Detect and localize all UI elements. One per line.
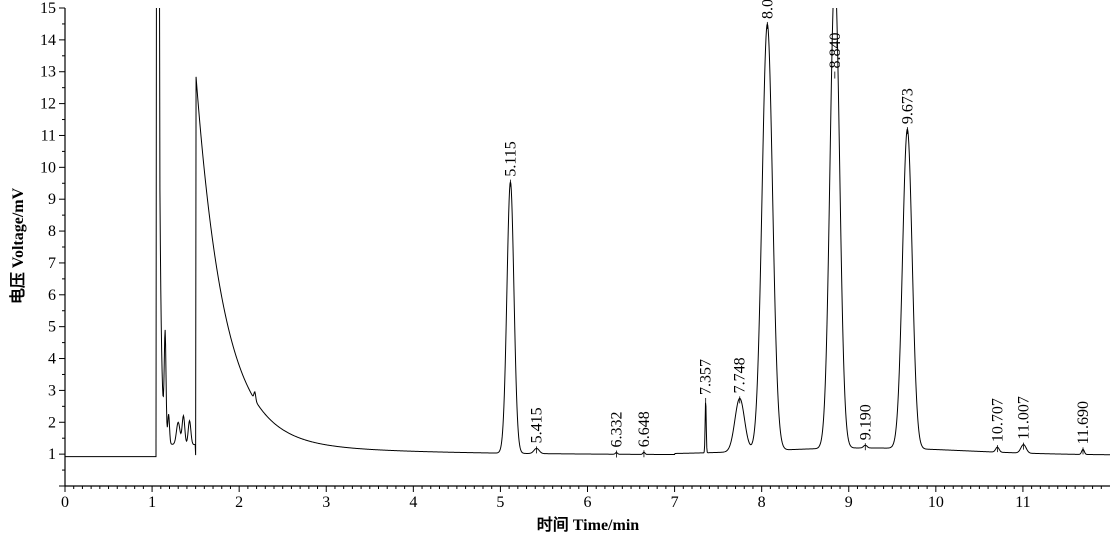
peak-label: 7.748 [732, 357, 749, 393]
peak-label: 7.357 [698, 359, 715, 395]
y-tick-label: 10 [40, 159, 56, 176]
y-tick-label: 2 [48, 414, 56, 431]
x-tick-label: 6 [584, 494, 592, 511]
x-tick-label: 4 [409, 494, 417, 511]
peak-labels: 5.115 5.415 6.332 6.648 7.357 7.748 8.065 8.840… [502, 0, 1092, 458]
y-tick-label: 4 [48, 351, 56, 368]
peak-label: 6.648 [636, 411, 653, 447]
peak-label: 6.332 [608, 412, 625, 448]
y-axis-title: 电压 Voltage/mV [8, 187, 27, 304]
y-tick-label: 15 [40, 0, 56, 17]
x-tick-label: 5 [496, 494, 504, 511]
peak-label: 5.115 [502, 141, 519, 176]
y-tick-label: 1 [48, 446, 56, 463]
signal-trace [65, 8, 1110, 458]
x-tick-label: 11 [1015, 494, 1030, 511]
y-tick-label: 11 [41, 127, 56, 144]
y-tick-label: 9 [48, 191, 56, 208]
x-tick-label: 8 [758, 494, 766, 511]
y-tick-label: 13 [40, 64, 56, 81]
peak-label: 9.673 [899, 88, 916, 124]
x-tick-label: 9 [845, 494, 853, 511]
peak-label: 5.415 [529, 407, 546, 443]
x-tick-label: 0 [61, 494, 69, 511]
x-axis-title: 时间 Time/min [537, 515, 639, 534]
x-tick-label: 3 [322, 494, 330, 511]
peak-label: 11.007 [1016, 396, 1033, 439]
x-tick-label: 1 [148, 494, 156, 511]
peak-label: 9.190 [857, 404, 874, 440]
y-tick-label: 3 [48, 382, 56, 399]
y-tick-label: 6 [48, 287, 56, 304]
y-tick-label: 5 [48, 319, 56, 336]
y-tick-label: 14 [40, 32, 56, 49]
peak-label: 10.707 [989, 398, 1006, 442]
x-tick-label: 7 [671, 494, 679, 511]
peak-label: 8.065 [759, 0, 776, 19]
peak-label: 8.840 [827, 33, 844, 69]
plot-area [65, 8, 1110, 458]
y-tick-label: 8 [48, 223, 56, 240]
x-tick-label: 10 [928, 494, 944, 511]
y-tick-label: 7 [48, 255, 56, 272]
y-tick-label: 12 [40, 96, 56, 113]
peak-label: 11.690 [1075, 401, 1092, 444]
x-tick-label: 2 [235, 494, 243, 511]
